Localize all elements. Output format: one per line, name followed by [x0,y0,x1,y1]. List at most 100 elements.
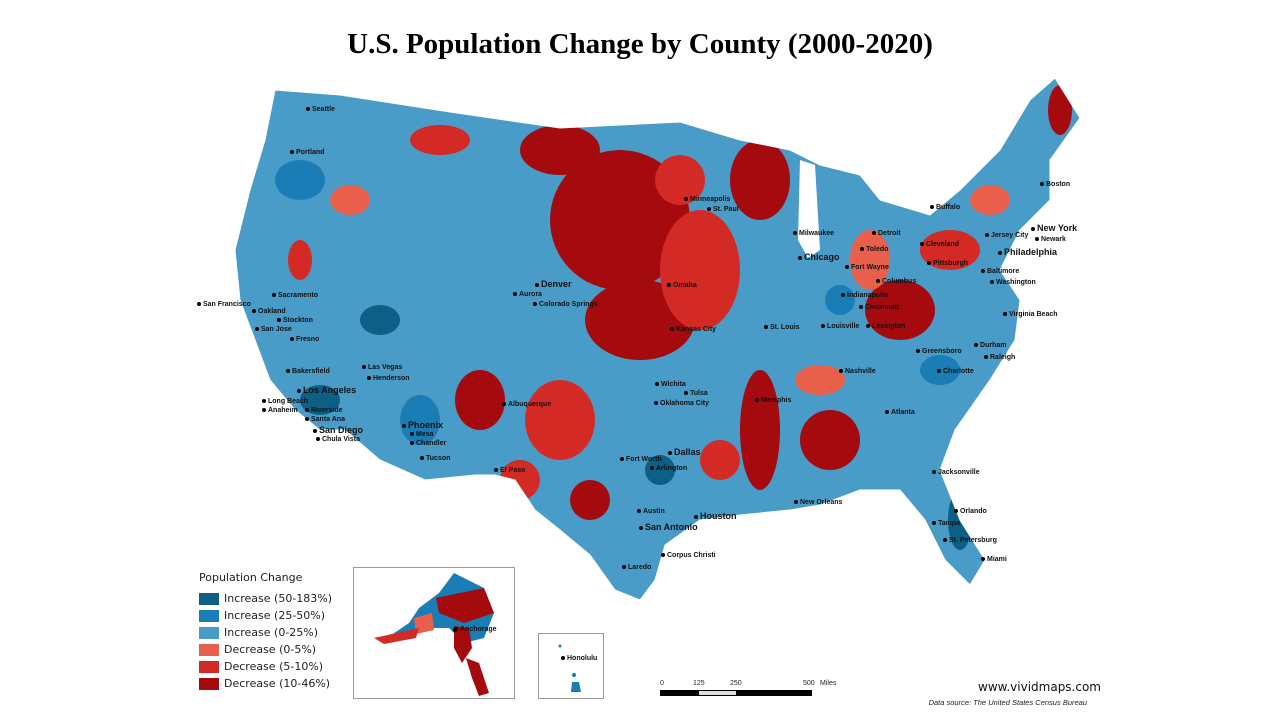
legend-item: Decrease (0-5%) [199,641,332,658]
city-label: Corpus Christi [661,552,716,560]
legend-item: Increase (25-50%) [199,607,332,624]
city-label: Nashville [839,368,876,376]
city-label: Dallas [668,447,701,457]
city-label: Henderson [367,375,410,383]
city-label: Minneapolis [684,196,730,204]
scale-tick-0: 0 [660,680,664,687]
county-region [825,285,855,315]
city-label: Miami [981,556,1007,564]
city-label: Cincinnati [859,304,899,312]
city-label: Orlando [954,508,987,516]
city-label: San Francisco [197,301,251,309]
city-label: Buffalo [930,204,960,212]
legend-item: Decrease (5-10%) [199,658,332,675]
legend-item: Decrease (10-46%) [199,675,332,692]
city-label: Pittsburgh [927,260,968,268]
legend-label: Increase (0-25%) [224,626,319,639]
city-label: Oakland [252,308,286,316]
city-label: Washington [990,279,1036,287]
city-label: Tampa [932,520,960,528]
map-title: U.S. Population Change by County (2000-2… [347,28,933,60]
city-label: Laredo [622,564,651,572]
city-label: Indianapolis [841,292,888,300]
legend-label: Increase (50-183%) [224,592,333,605]
city-label: Cleveland [920,241,959,249]
city-label: Austin [637,508,665,516]
county-region [410,125,470,155]
city-label: Louisville [821,323,859,331]
city-label: Virginia Beach [1003,311,1058,319]
contiguous-us [235,78,1080,600]
city-label: Columbus [876,278,916,286]
scale-tick-250: 250 [730,680,742,687]
county-region [550,150,690,290]
county-region [330,185,370,215]
legend-item: Increase (50-183%) [199,590,332,607]
city-label: San Diego [313,425,363,435]
city-label: Riverside [305,407,343,415]
city-label: Wichita [655,381,686,389]
scale-tick-500: 500 [803,680,815,687]
county-region [360,305,400,335]
city-label: Bakersfield [286,368,330,376]
scale-bar: 0 125 250 500 Miles [660,680,860,696]
city-label: Arlington [650,465,687,473]
city-label: Raleigh [984,354,1015,362]
city-label: Mesa [410,431,434,439]
county-region [655,155,705,205]
city-label: Chandler [410,440,446,448]
legend-swatch [199,660,219,673]
county-region [520,125,600,175]
city-label: Seattle [306,106,335,114]
county-region [500,460,540,500]
city-label: Fort Worth [620,456,662,464]
city-label: Toledo [860,246,888,254]
city-label: Detroit [872,230,901,238]
county-region [570,480,610,520]
city-label: St. Petersburg [943,537,997,545]
legend-item: Increase (0-25%) [199,624,332,641]
city-label: Albuquerque [502,401,551,409]
city-label: Chula Vista [316,436,360,444]
legend-label: Decrease (10-46%) [224,677,331,690]
county-region [455,370,505,430]
county-region [970,185,1010,215]
legend-swatch [199,609,219,622]
hawaii-inset: Honolulu [538,633,604,699]
legend-label: Decrease (5-10%) [224,660,324,673]
city-label: Oklahoma City [654,400,709,408]
city-label: El Paso [494,467,525,475]
county-region [700,440,740,480]
alaska-inset: Anchorage [353,567,515,699]
city-label: Jacksonville [932,469,980,477]
city-label: Kansas City [670,326,716,334]
city-label: Lexington [866,323,905,331]
legend-swatch [199,626,219,639]
city-label: Colorado Springs [533,301,598,309]
city-label: St. Paul [707,206,739,214]
city-label: Portland [290,149,324,157]
city-label: Boston [1040,181,1070,189]
city-label: Anaheim [262,407,298,415]
city-label: San Antonio [639,522,698,532]
city-label: Chicago [798,252,840,262]
city-label-anchorage: Anchorage [454,626,497,634]
legend-swatch [199,592,219,605]
city-label: Tulsa [684,390,708,398]
city-label: Omaha [667,282,697,290]
city-label: Stockton [277,317,313,325]
city-label: Jersey City [985,232,1028,240]
city-label: Greensboro [916,348,962,356]
city-label: Long Beach [262,398,308,406]
legend-label: Decrease (0-5%) [224,643,317,656]
city-label: Los Angeles [297,385,356,395]
city-label: Atlanta [885,409,915,417]
city-label: Durham [974,342,1006,350]
county-region [275,160,325,200]
county-region [800,410,860,470]
legend: Population Change Increase (50-183%) Incr… [199,571,332,692]
county-region [525,380,595,460]
scale-tick-125: 125 [693,680,705,687]
city-label: Tucson [420,455,450,463]
